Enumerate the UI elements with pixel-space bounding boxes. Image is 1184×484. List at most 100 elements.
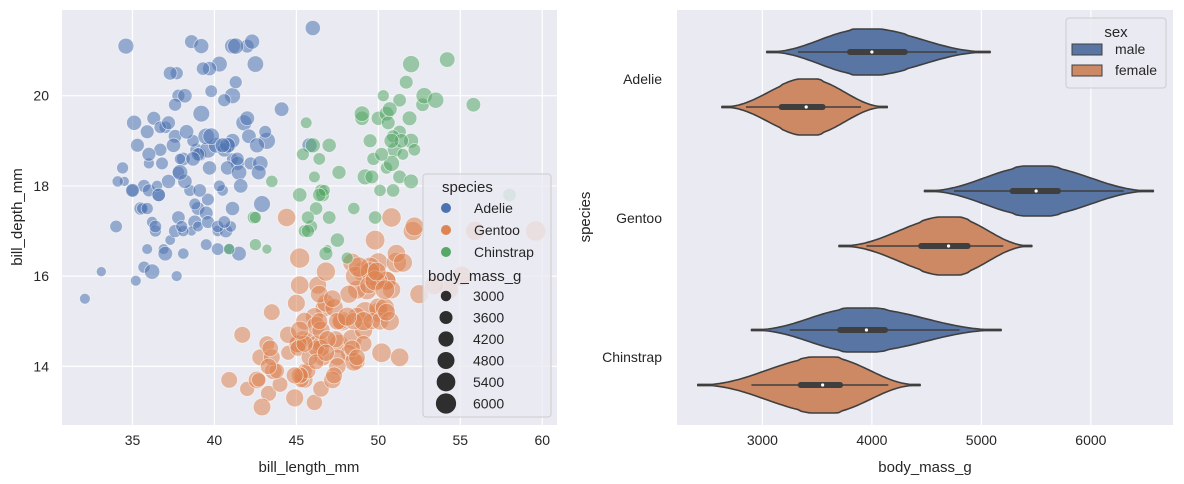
- violin-y-axis-label: species: [577, 192, 594, 243]
- scatter-point-adelie: [193, 38, 210, 54]
- scatter-point-adelie: [177, 88, 193, 104]
- violin-median-adelie-male: [870, 50, 874, 54]
- scatter-point-gentoo: [289, 247, 311, 269]
- scatter-point-chinstrap: [427, 91, 445, 109]
- scatter-point-adelie: [141, 147, 157, 162]
- scatter-point-adelie: [111, 175, 124, 188]
- scatter-point-adelie: [165, 137, 182, 153]
- scatter-point-gentoo: [348, 348, 366, 366]
- scatter-point-chinstrap: [312, 152, 326, 166]
- violin-category-label: Adelie: [623, 71, 662, 87]
- scatter-x-tick-label: 45: [289, 432, 305, 448]
- scatter-x-tick-label: 35: [125, 432, 141, 448]
- legend-title-species: species: [442, 179, 493, 196]
- legend-size-marker: [438, 331, 454, 347]
- scatter-point-adelie: [144, 263, 161, 280]
- scatter-point-adelie: [168, 97, 183, 112]
- violin-median-chinstrap-male: [864, 328, 869, 332]
- scatter-point-gentoo: [393, 252, 413, 273]
- scatter-point-gentoo: [389, 347, 410, 367]
- scatter-point-chinstrap: [398, 74, 414, 90]
- legend-marker-adelie: [441, 203, 451, 213]
- scatter-point-gentoo: [339, 284, 359, 304]
- scatter-point-gentoo: [287, 293, 306, 313]
- scatter-point-chinstrap: [382, 101, 398, 117]
- legend-size-marker: [435, 393, 457, 414]
- scatter-point-adelie: [230, 151, 245, 167]
- legend-size-entries: 3000 3600 4200 4800 5400 6000: [435, 288, 504, 414]
- legend-size-marker: [436, 372, 456, 392]
- scatter-point-adelie: [244, 33, 261, 50]
- scatter-point-chinstrap: [383, 155, 400, 172]
- scatter-point-gentoo: [305, 393, 323, 411]
- scatter-axes: 35 40 45 50 55 60 14 16 18 20 bill_length_mm bil…: [9, 10, 557, 476]
- scatter-point-gentoo: [404, 216, 425, 237]
- scatter-point-adelie: [126, 114, 143, 131]
- scatter-point-chinstrap: [396, 148, 410, 161]
- scatter-x-tick-label: 60: [534, 432, 550, 448]
- violin-median-gentoo-male: [1034, 189, 1038, 193]
- scatter-point-chinstrap: [261, 243, 273, 255]
- violin-median-gentoo-female: [946, 244, 951, 248]
- scatter-x-tick-label: 40: [207, 432, 223, 448]
- legend-hue-entries: Adelie Gentoo Chinstrap: [441, 200, 534, 260]
- scatter-point-chinstrap: [329, 232, 345, 248]
- scatter-point-chinstrap: [322, 210, 337, 225]
- scatter-point-adelie: [225, 201, 240, 216]
- violin-x-tick-label: 4000: [856, 432, 887, 448]
- scatter-y-tick-labels: 14 16 18 20: [33, 88, 49, 375]
- scatter-point-adelie: [246, 55, 265, 73]
- scatter-point-chinstrap: [401, 110, 418, 127]
- scatter-point-adelie: [192, 104, 211, 123]
- scatter-point-chinstrap: [265, 174, 279, 188]
- scatter-point-chinstrap: [321, 137, 337, 153]
- legend-marker-gentoo: [441, 225, 451, 235]
- scatter-point-gentoo: [377, 303, 396, 322]
- scatter-point-adelie: [161, 173, 176, 189]
- legend-sex-entries: male female: [1071, 41, 1157, 78]
- scatter-point-gentoo: [233, 326, 252, 344]
- scatter-point-chinstrap: [392, 93, 407, 108]
- scatter-point-gentoo: [366, 261, 387, 282]
- scatter-point-chinstrap: [331, 165, 347, 180]
- scatter-point-chinstrap: [296, 147, 310, 162]
- scatter-point-adelie: [239, 110, 255, 127]
- legend-patch-female: [1071, 64, 1103, 77]
- scatter-x-tick-label: 50: [371, 432, 387, 448]
- scatter-y-tick-label: 16: [33, 268, 49, 284]
- legend-patch-male: [1071, 43, 1103, 56]
- legend-size-label: 5400: [473, 374, 504, 390]
- scatter-point-adelie: [117, 37, 135, 55]
- scatter-y-tick-label: 14: [33, 358, 49, 374]
- scatter-point-adelie: [125, 183, 140, 198]
- violin-x-axis-label: body_mass_g: [878, 459, 971, 476]
- scatter-point-adelie: [151, 187, 166, 203]
- scatter-point-gentoo: [263, 303, 281, 321]
- scatter-point-chinstrap: [248, 211, 262, 224]
- violin-x-tick-label: 3000: [747, 432, 778, 448]
- scatter-point-chinstrap: [292, 187, 308, 203]
- scatter-point-chinstrap: [318, 246, 334, 261]
- scatter-point-adelie: [273, 101, 290, 117]
- scatter-point-chinstrap: [304, 137, 321, 154]
- scatter-point-adelie: [141, 243, 153, 255]
- scatter-point-adelie: [177, 247, 190, 260]
- scatter-point-adelie: [139, 124, 155, 140]
- scatter-point-adelie: [157, 245, 173, 262]
- scatter-point-adelie: [228, 75, 243, 90]
- scatter-point-gentoo: [381, 207, 402, 228]
- violins: [697, 28, 1155, 414]
- violin-x-tick-label: 6000: [1075, 432, 1106, 448]
- scatter-point-chinstrap: [376, 89, 390, 103]
- scatter-point-chinstrap: [383, 132, 400, 149]
- scatter-point-adelie: [185, 151, 201, 167]
- scatter-point-chinstrap: [309, 201, 324, 216]
- scatter-x-tick-labels: 35 40 45 50 55 60: [125, 432, 551, 448]
- legend-size-label: 4200: [473, 331, 504, 347]
- scatter-point-chinstrap: [223, 243, 236, 256]
- scatter-x-tick-label: 55: [453, 432, 469, 448]
- legend-label-chinstrap: Chinstrap: [474, 244, 534, 260]
- scatter-point-gentoo: [371, 342, 392, 363]
- scatter-point-chinstrap: [368, 210, 383, 225]
- scatter-point-chinstrap: [300, 224, 315, 238]
